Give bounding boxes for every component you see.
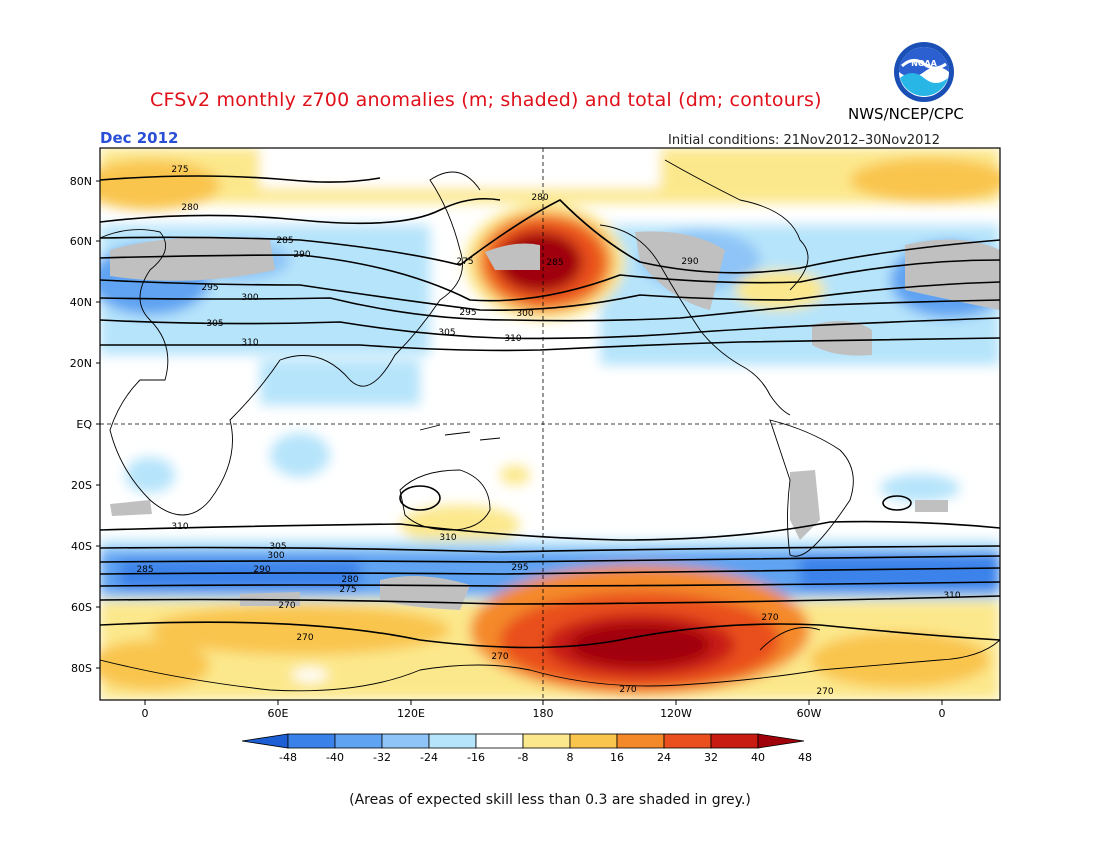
contour-label: 305	[206, 319, 223, 329]
lon-tick-label: 60W	[797, 707, 822, 720]
agency-label: NWS/NCEP/CPC	[848, 105, 964, 123]
colorbar-tick-label: -40	[326, 751, 344, 764]
contour-label: 280	[531, 193, 548, 203]
contour-label: 310	[504, 334, 521, 344]
colorbar-swatch	[710, 733, 759, 749]
contour-label: 270	[491, 652, 508, 662]
contour-label: 285	[546, 258, 563, 268]
colorbar-arrow-right	[757, 733, 805, 749]
colorbar-tick-label: 48	[798, 751, 812, 764]
contour-label: 310	[241, 338, 258, 348]
colorbar-tick-label: 24	[657, 751, 671, 764]
colorbar-tick-label: -8	[518, 751, 529, 764]
colorbar-swatch	[287, 733, 336, 749]
contour-label: 270	[619, 685, 636, 695]
contour-label: 280	[181, 203, 198, 213]
lon-tick-label: 0	[142, 707, 149, 720]
lat-tick-label: 60N	[70, 235, 92, 248]
lat-tick-label: 20S	[71, 479, 92, 492]
skill-footnote: (Areas of expected skill less than 0.3 a…	[349, 792, 751, 808]
contour-label: 300	[516, 309, 533, 319]
colorbar-swatch	[616, 733, 665, 749]
contour-label: 290	[681, 257, 698, 267]
noaa-logo-text: NOAA	[911, 59, 937, 68]
lat-tick-label: 80N	[70, 175, 92, 188]
colorbar-arrow-left	[241, 733, 289, 749]
colorbar-tick-label: 8	[567, 751, 574, 764]
valid-month: Dec 2012	[100, 129, 179, 147]
colorbar-swatch	[428, 733, 477, 749]
colorbar-tick-label: -32	[373, 751, 391, 764]
colorbar-tick-label: 32	[704, 751, 718, 764]
contour-label: 270	[761, 613, 778, 623]
initial-conditions: Initial conditions: 21Nov2012–30Nov2012	[668, 133, 940, 148]
contour-label: 310	[943, 591, 960, 601]
lat-tick-label: 20N	[70, 357, 92, 370]
height-contours	[100, 175, 1000, 649]
lon-tick-label: 120E	[397, 707, 425, 720]
contour-label: 270	[278, 601, 295, 611]
colorbar-tick-label: -48	[279, 751, 297, 764]
lat-tick-label: 60S	[71, 601, 92, 614]
latitude-axis: 80N 60N 40N 20N EQ 20S 40S 60S 80S	[70, 175, 100, 675]
contour-label: 305	[269, 542, 286, 552]
colorbar-tick-label: -16	[467, 751, 485, 764]
contour-label: 290	[293, 250, 310, 260]
map-content: 275 280 285 290 295 300 305 310 275 285 …	[100, 148, 1000, 700]
lat-tick-label: EQ	[76, 418, 92, 431]
contour-label: 275	[339, 585, 356, 595]
noaa-logo-icon: NOAA	[894, 42, 954, 102]
map-title: CFSv2 monthly z700 anomalies (m; shaded)…	[150, 89, 822, 111]
contour-label: 275	[456, 257, 473, 267]
lon-tick-label: 180	[533, 707, 554, 720]
lon-tick-label: 0	[939, 707, 946, 720]
colorbar-swatch	[475, 733, 524, 749]
contour-label: 300	[241, 293, 258, 303]
colorbar: -48 -40 -32 -24 -16 -8 8 16 24 32 40 48	[241, 733, 812, 764]
colorbar-swatch	[522, 733, 571, 749]
contour-label: 280	[341, 575, 358, 585]
contour-label: 295	[511, 563, 528, 573]
colorbar-tick-label: 40	[751, 751, 765, 764]
contour-labels: 275 280 285 290 295 300 305 310 275 285 …	[136, 165, 960, 697]
contour-label: 310	[439, 533, 456, 543]
lat-tick-label: 80S	[71, 662, 92, 675]
contour-label: 270	[296, 633, 313, 643]
contour-label: 290	[253, 565, 270, 575]
colorbar-swatch	[334, 733, 383, 749]
lon-tick-label: 60E	[268, 707, 289, 720]
colorbar-swatch	[569, 733, 618, 749]
contour-label: 305	[438, 328, 455, 338]
lat-tick-label: 40N	[70, 296, 92, 309]
contour-label: 300	[267, 551, 284, 561]
colorbar-tick-label: 16	[610, 751, 624, 764]
coastlines	[100, 159, 1000, 692]
colorbar-tick-label: -24	[420, 751, 438, 764]
contour-label: 295	[201, 283, 218, 293]
contour-label: 270	[816, 687, 833, 697]
colorbar-swatch	[663, 733, 712, 749]
lat-tick-label: 40S	[71, 540, 92, 553]
contour-label: 285	[276, 236, 293, 246]
reference-lines	[100, 148, 1000, 700]
colorbar-swatch	[381, 733, 430, 749]
contour-label: 285	[136, 565, 153, 575]
contour-label: 295	[459, 308, 476, 318]
contour-label: 310	[171, 522, 188, 532]
lon-tick-label: 120W	[660, 707, 692, 720]
contour-label: 275	[171, 165, 188, 175]
longitude-axis: 0 60E 120E 180 120W 60W 0	[142, 700, 946, 720]
